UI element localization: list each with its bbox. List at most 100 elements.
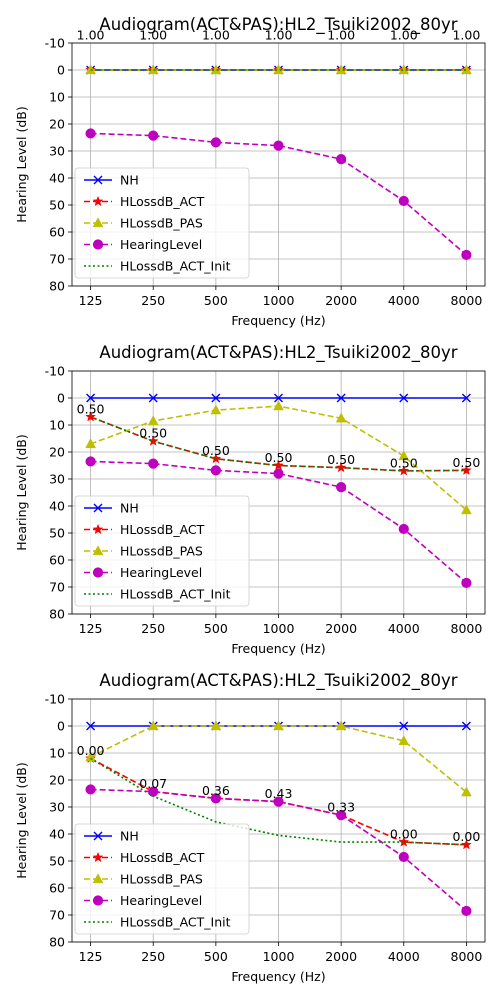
x-tick-label: 125 bbox=[79, 621, 103, 636]
y-tick-label: 30 bbox=[49, 800, 65, 815]
series-HearingLevel bbox=[85, 784, 472, 917]
x-tick-label: 250 bbox=[141, 621, 165, 636]
data-point bbox=[398, 735, 410, 745]
y-tick-label: 60 bbox=[49, 225, 65, 240]
x-axis-label: Frequency (Hz) bbox=[231, 641, 325, 656]
data-label: 1.00 bbox=[202, 27, 230, 42]
y-tick-label: 60 bbox=[49, 881, 65, 896]
y-tick-label: -10 bbox=[45, 364, 65, 379]
y-tick-label: 40 bbox=[49, 499, 65, 514]
series-HearingLevel bbox=[85, 456, 472, 589]
series-line bbox=[90, 416, 467, 472]
data-label: 0.50 bbox=[202, 443, 230, 458]
legend-label: HLossdB_ACT bbox=[120, 850, 205, 865]
y-tick-label: 10 bbox=[49, 418, 65, 433]
legend-label: HLossdB_PAS bbox=[120, 216, 203, 231]
data-point bbox=[85, 128, 96, 139]
legend-label: HearingLevel bbox=[120, 565, 202, 580]
x-tick-label: 1000 bbox=[263, 293, 295, 308]
data-label: 0.00 bbox=[390, 827, 418, 842]
legend-box bbox=[74, 495, 250, 607]
x-tick-label: 250 bbox=[141, 293, 165, 308]
y-tick-label: 10 bbox=[49, 746, 65, 761]
legend-entry: HearingLevel bbox=[84, 237, 202, 252]
data-point bbox=[85, 456, 96, 467]
legend-marker bbox=[93, 831, 103, 841]
data-point bbox=[461, 905, 472, 917]
data-point bbox=[274, 393, 283, 403]
legend-entry: HLossdB_ACT_Init bbox=[84, 915, 231, 930]
data-point bbox=[86, 721, 96, 731]
x-axis-label: Frequency (Hz) bbox=[231, 313, 325, 328]
chart-title: Audiogram(ACT&PAS):HL2_Tsuiki2002_80yr bbox=[99, 15, 457, 35]
x-axis-label: Frequency (Hz) bbox=[231, 969, 325, 984]
legend-entry: HLossdB_ACT_Init bbox=[84, 259, 231, 274]
legend-label: HLossdB_ACT bbox=[120, 194, 205, 209]
y-tick-label: 70 bbox=[49, 908, 65, 923]
data-point bbox=[86, 393, 96, 403]
legend-marker bbox=[93, 175, 103, 185]
legend-entry: HLossdB_PAS bbox=[84, 872, 203, 887]
data-point bbox=[85, 64, 96, 75]
y-tick-label: 30 bbox=[49, 472, 65, 487]
y-tick-label: 20 bbox=[49, 773, 65, 788]
chart-panel-2: 125 250 500 1000 2000 4000 8000 -10 0 10 20 30 40 50 6… bbox=[14, 343, 486, 656]
data-label: 0.50 bbox=[452, 455, 480, 470]
data-point bbox=[85, 784, 96, 795]
data-point bbox=[398, 836, 410, 847]
x-tick-label: 250 bbox=[141, 949, 165, 964]
data-label: 0.00 bbox=[77, 743, 105, 758]
legend: NH HLossdB_ACT HLossdB_PAS HearingLevel HLos… bbox=[74, 167, 250, 279]
data-point bbox=[85, 751, 96, 762]
data-point bbox=[85, 438, 96, 449]
legend-label: HearingLevel bbox=[120, 893, 202, 908]
data-label: 1.00 bbox=[139, 27, 167, 42]
legend-label: HLossdB_ACT_Init bbox=[120, 259, 231, 274]
data-point bbox=[399, 721, 409, 731]
y-tick-label: 40 bbox=[49, 171, 65, 186]
x-tick-label: 2000 bbox=[325, 293, 357, 308]
series-HLossdB_ACT_Init bbox=[90, 416, 467, 472]
data-point bbox=[335, 412, 347, 423]
legend-entry: HLossdB_PAS bbox=[84, 216, 203, 231]
y-tick-label: 0 bbox=[57, 719, 65, 734]
x-tick-label: 4000 bbox=[388, 949, 420, 964]
x-tick-label: 2000 bbox=[325, 949, 357, 964]
legend-entry: HearingLevel bbox=[84, 565, 202, 580]
data-point bbox=[399, 393, 409, 403]
data-point bbox=[147, 415, 159, 426]
data-label: 0.33 bbox=[327, 800, 355, 815]
legend-entry: HLossdB_ACT bbox=[84, 850, 205, 865]
y-tick-label: -10 bbox=[45, 36, 65, 51]
data-point bbox=[273, 400, 284, 411]
legend-marker bbox=[93, 503, 103, 513]
legend-marker bbox=[92, 873, 104, 884]
y-tick-label: 50 bbox=[49, 854, 65, 869]
legend-entry: HLossdB_PAS bbox=[84, 544, 203, 559]
legend-entry: HLossdB_ACT bbox=[84, 194, 205, 209]
x-tick-label: 125 bbox=[79, 949, 103, 964]
legend-entry: NH bbox=[84, 173, 139, 188]
x-tick-label: 4000 bbox=[388, 621, 420, 636]
data-label: 0.50 bbox=[77, 401, 105, 416]
x-tick-label: 2000 bbox=[325, 621, 357, 636]
data-point bbox=[461, 64, 472, 75]
data-label: 1.00 bbox=[452, 27, 480, 42]
legend-marker bbox=[92, 895, 104, 906]
legend-label: HLossdB_ACT_Init bbox=[120, 587, 231, 602]
series-line bbox=[90, 757, 467, 846]
data-label: 1.00 bbox=[390, 27, 418, 42]
data-point bbox=[273, 796, 284, 807]
y-tick-label: 70 bbox=[49, 580, 65, 595]
legend-label: HLossdB_PAS bbox=[120, 544, 203, 559]
y-tick-label: 20 bbox=[49, 445, 65, 460]
x-tick-label: 4000 bbox=[388, 293, 420, 308]
data-label: 0.50 bbox=[327, 452, 355, 467]
legend-marker bbox=[92, 851, 104, 863]
y-tick-label: 50 bbox=[49, 526, 65, 541]
legend-label: NH bbox=[120, 501, 139, 516]
data-point bbox=[461, 393, 471, 403]
x-tick-label: 125 bbox=[79, 293, 103, 308]
legend-entry: HearingLevel bbox=[84, 893, 202, 908]
data-point bbox=[398, 450, 410, 461]
